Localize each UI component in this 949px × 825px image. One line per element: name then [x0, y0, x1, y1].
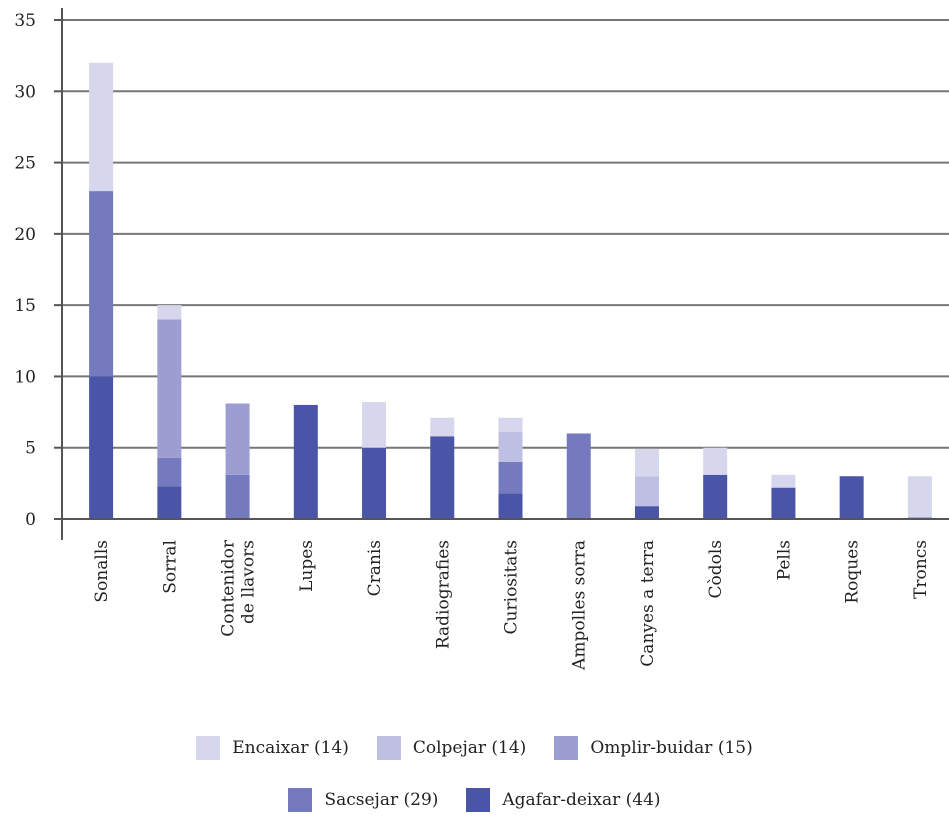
- category-label-2-line-1: de llavors: [239, 540, 259, 624]
- bar-2-series-2: [225, 403, 250, 475]
- y-tick-label-30: 30: [14, 82, 36, 102]
- bar-5-series-0: [430, 436, 455, 519]
- legend-row-2: Sacsejar (29) Agafar-deixar (44): [0, 788, 949, 812]
- bar-8-series-4: [634, 449, 659, 477]
- bar-8-series-0: [634, 506, 659, 519]
- legend-label-encaixar: Encaixar (14): [232, 738, 349, 758]
- y-tick-label-25: 25: [14, 154, 36, 174]
- legend-swatch-sacsejar: [288, 788, 313, 812]
- legend-item-encaixar: Encaixar (14): [196, 736, 349, 760]
- bar-8-series-3: [634, 476, 659, 507]
- legend-item-agafar-deixar: Agafar-deixar (44): [466, 788, 661, 812]
- legend-swatch-agafar-deixar: [466, 788, 491, 812]
- bar-6-series-1: [498, 461, 523, 494]
- y-tick-label-0: 0: [25, 510, 36, 530]
- y-tick-label-10: 10: [14, 367, 36, 387]
- y-tick-label-35: 35: [14, 11, 36, 31]
- bar-0-series-0: [89, 376, 114, 519]
- category-label-12: Troncs: [911, 540, 931, 599]
- legend-item-omplir-buidar: Omplir-buidar (15): [554, 736, 753, 760]
- category-label-5: Radiografies: [433, 540, 453, 649]
- bar-4-series-0: [362, 447, 387, 519]
- category-label-7: Ampolles sorra: [570, 540, 590, 671]
- bar-3-series-0: [293, 404, 318, 519]
- bar-10-series-4: [771, 474, 796, 488]
- bar-6-series-4: [498, 417, 523, 433]
- category-label-6: Curiositats: [502, 540, 522, 634]
- legend-item-colpejar: Colpejar (14): [376, 736, 527, 760]
- bar-1-series-0: [157, 486, 182, 519]
- bar-9-series-0: [703, 474, 728, 519]
- bar-9-series-4: [703, 447, 728, 475]
- bar-7-series-1: [566, 433, 591, 519]
- y-tick-label-5: 5: [25, 439, 36, 459]
- bar-12-series-4: [907, 476, 932, 518]
- bar-10-series-0: [771, 487, 796, 519]
- legend-swatch-omplir-buidar: [554, 736, 579, 760]
- category-label-3: Lupes: [297, 540, 317, 592]
- category-label-10: Pells: [774, 540, 794, 580]
- legend-label-agafar-deixar: Agafar-deixar (44): [502, 790, 661, 810]
- category-label-4: Cranis: [365, 540, 385, 596]
- legend-label-omplir-buidar: Omplir-buidar (15): [590, 738, 753, 758]
- bar-5-series-4: [430, 417, 455, 437]
- legend-row-1: Encaixar (14) Colpejar (14) Omplir-buida…: [0, 736, 949, 760]
- bar-11-series-0: [839, 476, 864, 519]
- bar-1-series-1: [157, 457, 182, 487]
- category-label-8: Canyes a terra: [638, 540, 658, 667]
- bar-0-series-4: [89, 62, 114, 192]
- bar-0-series-1: [89, 191, 114, 377]
- category-label-0: Sonalls: [92, 540, 112, 603]
- legend-label-sacsejar: Sacsejar (29): [324, 790, 439, 810]
- y-tick-label-15: 15: [14, 296, 36, 316]
- legend-item-sacsejar: Sacsejar (29): [288, 788, 438, 812]
- category-label-9: Còdols: [706, 540, 726, 599]
- y-tick-label-20: 20: [14, 225, 36, 245]
- stacked-bar-chart: 0 5 10 15 20 25 30 35 Sonalls Sorral Contenidor de …: [14, 8, 949, 671]
- legend-label-colpejar: Colpejar (14): [412, 738, 527, 758]
- category-label-1: Sorral: [160, 540, 180, 594]
- bar-4-series-4: [362, 402, 387, 448]
- legend-swatch-colpejar: [376, 736, 401, 760]
- bar-6-series-0: [498, 493, 523, 519]
- legend-swatch-encaixar: [196, 736, 221, 760]
- bar-1-series-2: [157, 319, 182, 458]
- category-label-11: Roques: [843, 540, 863, 604]
- bar-6-series-3: [498, 432, 523, 462]
- bar-2-series-1: [225, 474, 250, 519]
- category-label-2-line-0: Contenidor: [219, 539, 239, 637]
- bar-1-series-4: [157, 305, 182, 320]
